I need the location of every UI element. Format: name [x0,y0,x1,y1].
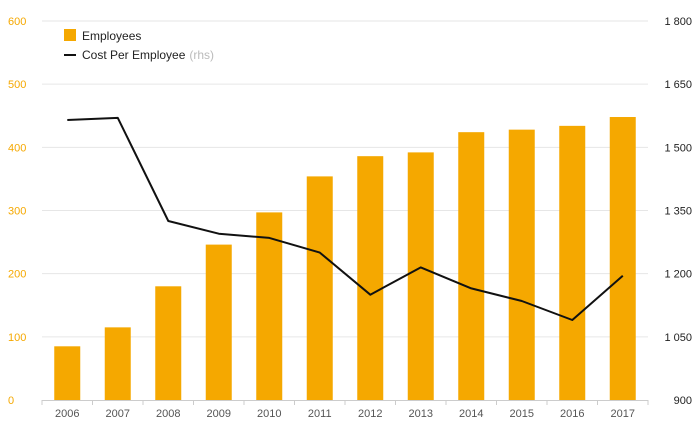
x-tick-label: 2010 [257,408,281,420]
x-tick-label: 2012 [358,408,382,420]
x-tick-label: 2011 [308,408,332,420]
y-left-tick-label: 500 [8,79,26,91]
y-right-tick-label: 1 050 [664,332,692,344]
bar-employees [306,176,333,400]
y-right-tick-label: 1 650 [664,79,692,91]
bar-employees [609,117,636,400]
x-tick-label: 2006 [55,408,79,420]
bar-employees [104,327,131,400]
y-right-tick-label: 1 350 [664,206,692,218]
cost-line [67,116,624,321]
x-tick-label: 2017 [611,408,635,420]
x-tick-label: 2009 [207,408,231,420]
bar-employees [155,286,182,400]
line-cost-per-employee [67,116,624,321]
legend-label-cost: Cost Per Employee [82,48,186,62]
legend-label-cost-group: Cost Per Employee (rhs) [82,48,214,62]
bar-employees [559,125,586,401]
x-tick-label: 2014 [459,408,483,420]
x-tick-label: 2007 [106,408,130,420]
legend-swatch-employees [64,29,76,41]
gridlines [42,20,648,338]
bar-employees [508,129,535,400]
legend: Employees Cost Per Employee (rhs) [64,29,214,62]
x-tick-label: 2008 [156,408,180,420]
y-left-tick-label: 0 [8,395,14,407]
bar-employees [205,244,232,400]
y-right-tick-label: 1 200 [664,269,692,281]
bar-employees [256,212,283,400]
legend-label-employees: Employees [82,29,141,43]
y-left-tick-label: 400 [8,142,26,154]
x-tick-label: 2016 [560,408,584,420]
y-left-tick-label: 100 [8,332,26,344]
bars [54,117,636,401]
y-left-tick-label: 300 [8,206,26,218]
axes: 0 900 100 1 050 200 1 200 300 1 350 400 1 500 500 1… [8,16,692,420]
bar-employees [407,152,434,400]
y-left-tick-label: 200 [8,269,26,281]
bar-employees [54,346,81,400]
bar-employees [357,156,384,400]
bar-employees [458,132,485,400]
y-right-tick-label: 1 800 [664,16,692,28]
y-left-tick-label: 600 [8,16,26,28]
y-right-tick-label: 900 [674,395,692,407]
x-tick-label: 2013 [409,408,433,420]
legend-label-cost-suffix: (rhs) [189,48,214,62]
x-tick-label: 2015 [510,408,534,420]
y-right-tick-label: 1 500 [664,142,692,154]
